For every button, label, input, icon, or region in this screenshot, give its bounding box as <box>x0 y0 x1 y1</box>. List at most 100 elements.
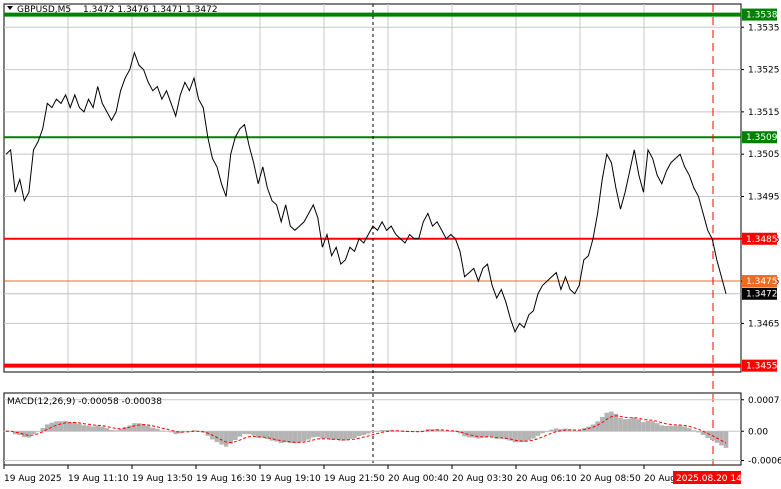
macd-bar <box>636 419 642 432</box>
macd-bar <box>609 411 614 432</box>
macd-bar <box>544 431 550 432</box>
macd-bar <box>132 423 137 432</box>
macd-bar <box>223 431 229 447</box>
macd-bar <box>81 425 87 432</box>
macd-bar <box>113 430 119 432</box>
macd-bar <box>384 430 389 432</box>
macd-bar <box>370 431 376 432</box>
dropdown-triangle-icon[interactable] <box>7 6 13 10</box>
macd-bar <box>297 431 302 443</box>
macd-bar <box>72 422 78 432</box>
macd-bar <box>457 431 463 434</box>
price-tick-label: 1.3515 <box>748 108 780 118</box>
time-tick-label: 19 Aug 19:10 <box>260 474 321 484</box>
price-tick-label: 1.3505 <box>748 150 780 160</box>
macd-bar <box>288 431 293 443</box>
macd-bar <box>714 431 720 443</box>
macd-bar <box>63 420 68 432</box>
macd-bar <box>599 416 605 432</box>
macd-bar <box>398 431 403 432</box>
macd-bar <box>54 421 59 432</box>
macd-bar <box>278 431 284 444</box>
macd-bar <box>100 426 105 432</box>
macd-bar <box>407 431 412 432</box>
level-badge-label: 1.3538 <box>746 11 778 21</box>
macd-bar <box>352 431 357 439</box>
macd-tick-label: 0.00 <box>748 427 768 437</box>
macd-bar <box>136 423 142 432</box>
macd-bar <box>265 431 270 440</box>
macd-bar <box>347 431 353 439</box>
macd-bar <box>549 429 555 432</box>
macd-label: MACD(12,26,9) -0.00058 -0.00038 <box>7 397 162 407</box>
current-time-badge <box>673 471 741 484</box>
macd-bar <box>3 431 9 432</box>
macd-bar <box>283 431 289 443</box>
macd-bar <box>35 430 41 432</box>
time-tick-label: 20 Aug 06:10 <box>516 474 577 484</box>
macd-bar <box>700 431 706 435</box>
macd-bar <box>246 431 252 435</box>
macd-bar <box>31 431 36 435</box>
macd-bar <box>641 422 646 432</box>
price-tick-label: 1.3535 <box>748 23 780 33</box>
symbol-label: GBPUSD,M5 <box>17 5 71 15</box>
macd-tick-label: -0.00065 <box>748 457 781 467</box>
macd-bar <box>567 429 573 432</box>
macd-bar <box>604 412 610 432</box>
price-tick-label: 1.3525 <box>748 66 780 76</box>
macd-bar <box>650 421 655 432</box>
level-badge <box>742 232 777 245</box>
macd-bar <box>260 431 266 438</box>
macd-bar <box>109 429 114 432</box>
macd-bar <box>645 420 651 432</box>
macd-bar <box>558 429 564 432</box>
macd-bar <box>315 431 321 437</box>
macd-bar <box>576 430 582 432</box>
level-badge <box>742 359 777 372</box>
macd-bar <box>480 431 486 438</box>
macd-bar <box>379 430 385 432</box>
macd-bar <box>402 431 408 433</box>
macd-bar <box>49 422 55 432</box>
macd-bar <box>613 413 619 432</box>
macd-bar <box>503 431 509 440</box>
macd-bar <box>590 424 596 432</box>
price-axis: 1.3535 1.3525 1.3515 1.3505 1.3495 1.3485 1.34… <box>741 8 780 372</box>
macd-bar <box>466 431 472 438</box>
time-tick-label: 19 Aug 16:30 <box>196 474 257 484</box>
time-tick-label: 20 Aug 00:40 <box>388 474 449 484</box>
macd-bar <box>462 431 467 437</box>
macd-bar <box>627 418 632 432</box>
macd-bar <box>632 417 637 432</box>
macd-bar <box>485 431 490 437</box>
macd-bar <box>439 429 444 432</box>
macd-bar <box>338 431 344 441</box>
macd-bar <box>95 425 100 432</box>
macd-bar <box>40 428 45 432</box>
current-time-label: 2025.08.20 14:25 <box>676 474 756 484</box>
level-badge-label: 1.3455 <box>746 362 778 372</box>
macd-bar <box>127 425 133 432</box>
price-line <box>5 50 727 334</box>
macd-bar <box>145 425 151 432</box>
macd-bar <box>723 431 729 448</box>
macd-bar <box>228 431 233 444</box>
time-axis: 19 Aug 2025 19 Aug 11:10 19 Aug 13:50 19 Au… <box>3 465 756 484</box>
macd-bar <box>673 425 678 432</box>
macd-histogram <box>3 411 729 448</box>
current-price-badge <box>742 287 777 300</box>
macd-bar <box>214 431 220 442</box>
macd-bar <box>333 431 339 440</box>
macd-bar <box>118 428 123 432</box>
macd-bar <box>324 431 330 439</box>
macd-bar <box>17 431 23 436</box>
macd-bar <box>356 431 362 437</box>
macd-bar <box>274 431 279 442</box>
macd-bar <box>155 428 160 432</box>
macd-bar <box>682 426 688 432</box>
macd-bar <box>233 431 238 441</box>
macd-bar <box>306 431 311 440</box>
macd-bar <box>90 426 96 432</box>
